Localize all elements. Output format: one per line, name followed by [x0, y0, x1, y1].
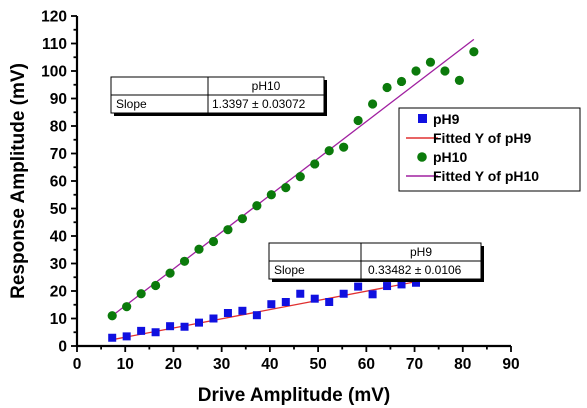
data-point-ph10 [411, 66, 421, 76]
data-point-ph9 [122, 332, 131, 341]
data-point-ph10 [368, 99, 378, 109]
x-tick-label: 10 [117, 356, 134, 373]
table-header-cell [110, 76, 325, 96]
stats-table-ph9: pH9 Slope 0.33482 ± 0.0106 [268, 242, 484, 282]
data-point-ph9 [354, 282, 363, 291]
data-point-ph9 [252, 311, 261, 320]
data-point-ph10 [324, 146, 334, 156]
x-tick-label: 0 [73, 356, 82, 373]
x-tick-label: 80 [454, 356, 471, 373]
x-tick-label: 60 [358, 356, 375, 373]
data-point-ph9 [296, 289, 305, 298]
y-tick-label: 120 [41, 9, 67, 26]
y-tick-label: 30 [50, 256, 67, 273]
legend-box [398, 107, 581, 192]
data-point-ph9 [195, 318, 204, 327]
data-point-ph10 [310, 159, 320, 169]
data-point-ph9 [368, 290, 377, 299]
table-row-label: Slope [274, 263, 305, 277]
data-point-ph9 [151, 328, 160, 337]
y-tick-label: 100 [41, 64, 67, 81]
x-tick-label: 90 [502, 356, 519, 373]
data-point-ph10 [353, 115, 363, 126]
legend-circle-marker [417, 152, 427, 162]
data-point-ph10 [194, 244, 204, 254]
legend-label-ph9: pH9 [433, 111, 460, 127]
data-point-ph9 [397, 280, 406, 289]
data-point-ph10 [179, 256, 190, 266]
y-tick-label: 60 [50, 174, 67, 191]
table-header: pH10 [252, 79, 281, 93]
data-point-ph9 [166, 322, 175, 331]
legend-label-fit-ph9: Fitted Y of pH9 [433, 130, 531, 146]
data-point-ph10 [223, 225, 233, 235]
table-row-value: 0.33482 ± 0.0106 [368, 263, 462, 277]
x-tick-label: 50 [309, 356, 326, 373]
data-point-ph9 [209, 314, 218, 323]
legend-label-ph10: pH10 [433, 149, 467, 165]
legend-square-marker [418, 114, 427, 123]
stats-table-ph10: pH10 Slope 1.3397 ± 0.03072 [110, 76, 327, 116]
data-point-ph9 [412, 278, 421, 287]
data-point-ph9 [383, 282, 392, 291]
table-header: pH9 [410, 245, 432, 259]
table-value-cell [360, 260, 482, 280]
data-point-ph10 [136, 289, 146, 299]
series-layer [107, 38, 479, 342]
data-point-ph9 [223, 309, 232, 317]
data-point-ph10 [425, 57, 436, 67]
data-point-ph10 [151, 280, 161, 291]
table-value-cell [207, 94, 325, 114]
data-point-ph10 [281, 183, 291, 193]
data-point-ph10 [469, 47, 479, 57]
table-row-label: Slope [116, 97, 147, 111]
data-point-ph10 [107, 311, 117, 321]
y-axis-title: Response Amplitude (mV) [8, 63, 29, 299]
data-point-ph10 [165, 268, 175, 278]
data-point-ph10 [440, 66, 450, 76]
x-tick-label: 30 [213, 356, 230, 373]
x-axis-title: Drive Amplitude (mV) [198, 385, 391, 406]
legend-label-fit-ph10: Fitted Y of pH10 [433, 168, 539, 184]
data-point-ph10 [295, 172, 305, 182]
y-tick-label: 90 [50, 91, 67, 108]
y-tick-label: 80 [50, 119, 67, 136]
data-point-ph9 [238, 306, 247, 315]
data-point-ph10 [208, 236, 219, 247]
y-tick-label: 70 [50, 146, 67, 163]
data-point-ph10 [122, 302, 132, 312]
data-point-ph10 [339, 142, 349, 152]
data-point-ph10 [396, 76, 407, 87]
data-point-ph9 [310, 294, 319, 303]
y-tick-label: 10 [50, 311, 67, 328]
y-tick-label: 50 [50, 201, 67, 218]
data-point-ph9 [180, 322, 189, 331]
data-point-ph10 [252, 201, 262, 211]
y-tick-label: 40 [50, 229, 67, 246]
y-tick-label: 110 [42, 36, 67, 53]
y-tick-label: 0 [58, 339, 67, 356]
data-point-ph9 [108, 333, 117, 342]
table-header-cell [268, 242, 482, 262]
data-point-ph10 [237, 214, 248, 224]
data-point-ph10 [454, 75, 465, 85]
data-point-ph9 [339, 289, 348, 298]
data-point-ph9 [281, 298, 290, 306]
x-tick-label: 70 [406, 356, 423, 373]
data-point-ph9 [137, 326, 146, 335]
x-tick-label: 40 [261, 356, 278, 373]
data-point-ph10 [266, 190, 276, 200]
x-tick-label: 20 [165, 356, 182, 373]
data-point-ph9 [325, 298, 334, 306]
data-point-ph10 [382, 82, 392, 93]
data-point-ph9 [267, 300, 276, 309]
table-row-value: 1.3397 ± 0.03072 [212, 97, 306, 111]
y-tick-label: 20 [50, 284, 67, 301]
legend: pH9 Fitted Y of pH9 pH10 Fitted Y of pH1… [398, 107, 581, 192]
ticks-layer: 0 10 20 30 40 50 60 70 80 90 0 10 20 30 40 50 60 70 80 90 10… [41, 9, 520, 374]
